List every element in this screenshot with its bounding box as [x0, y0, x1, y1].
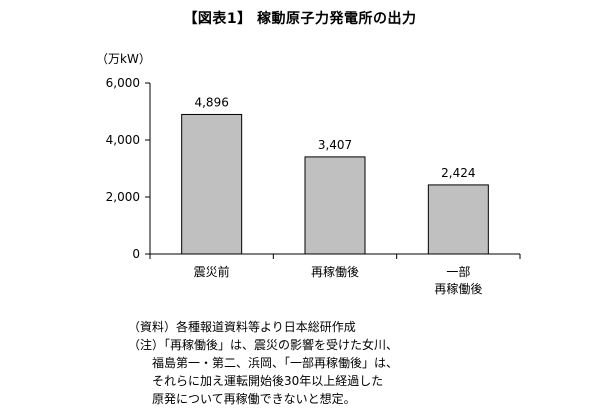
- y-tick-label: 4,000: [106, 133, 140, 147]
- y-tick-label: 2,000: [106, 190, 140, 204]
- y-tick-label: 0: [132, 247, 140, 261]
- note-line: それらに加え運転開始後30年以上経過した: [152, 374, 384, 388]
- bar: [304, 156, 366, 255]
- x-category-label: 震災前: [194, 264, 230, 279]
- chart-title: 【図表1】 稼動原子力発電所の出力: [183, 11, 417, 27]
- x-category-label: 一部: [446, 264, 470, 279]
- data-label: 2,424: [441, 166, 475, 180]
- bar: [427, 184, 489, 255]
- note-line: （注）「再稼働後」は、震災の影響を受けた女川、: [128, 338, 399, 352]
- y-axis-unit: （万kW）: [96, 52, 151, 66]
- chart-bars: [181, 113, 489, 255]
- source-note: （資料）各種報道資料等より日本総研作成: [128, 320, 356, 334]
- x-category-label: 再稼働後: [434, 281, 482, 296]
- note-line: 福島第一・第二、浜岡、「一部再稼働後」は、: [152, 356, 399, 370]
- bar: [181, 113, 243, 255]
- bar-chart: 0 2,000 4,000 6,000 4,896 震災前 3,407 再稼働後 2,424 一…: [106, 76, 521, 296]
- y-tick-label: 6,000: [106, 76, 140, 90]
- x-category-label: 再稼働後: [311, 264, 359, 279]
- chart-notes: （資料）各種報道資料等より日本総研作成 （注）「再稼働後」は、震災の影響を受けた…: [128, 318, 398, 408]
- data-label: 3,407: [318, 138, 352, 152]
- data-label: 4,896: [194, 95, 228, 109]
- note-line: 原発について再稼働できないと想定。: [152, 392, 356, 406]
